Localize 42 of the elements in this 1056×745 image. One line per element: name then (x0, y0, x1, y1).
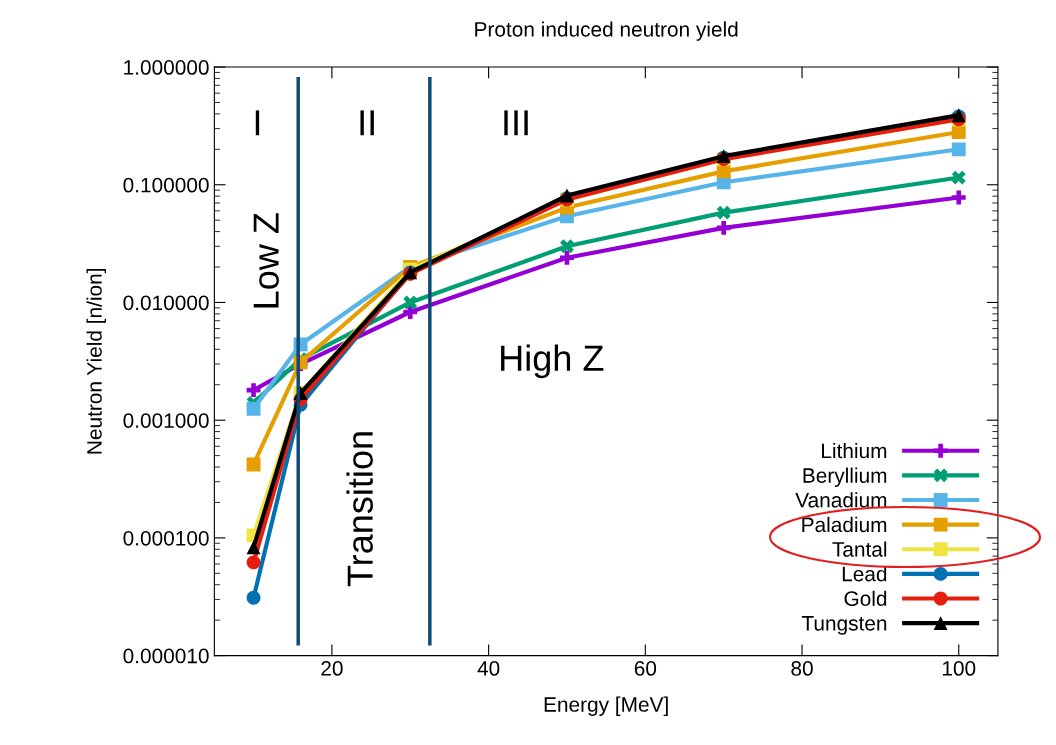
y-tick-label: 0.100000 (123, 177, 209, 193)
x-tick-label: 60 (634, 661, 657, 676)
x-tick-label: 80 (791, 661, 813, 676)
legend-label: Tungsten (801, 616, 887, 635)
point (560, 239, 574, 254)
annotation: Low Z (253, 213, 279, 308)
point (246, 383, 261, 398)
chart-title: Proton induced neutron yield (475, 21, 738, 41)
point (246, 540, 261, 555)
point (716, 205, 731, 220)
point (951, 190, 966, 205)
y-axis-title: Neutron Yield [n/ion] (86, 268, 106, 454)
annotation: III (504, 110, 528, 136)
y-tick-label: 1.000000 (124, 60, 209, 75)
point (246, 401, 261, 416)
y-tick-label: 0.001000 (123, 413, 209, 428)
point (951, 142, 966, 157)
annotation: I (255, 110, 260, 136)
point (403, 295, 418, 310)
y-tick-label: 0.000100 (123, 530, 209, 546)
legend-label: Lithium (822, 442, 887, 459)
annotation: High Z (501, 344, 604, 379)
x-axis-title: Energy [MeV] (544, 696, 668, 716)
legend-label: Gold (844, 590, 887, 607)
point (951, 125, 966, 140)
point (246, 555, 261, 570)
point (951, 170, 966, 185)
annotation: II (360, 110, 374, 136)
point (560, 250, 574, 265)
legend-label: Paladium (802, 516, 887, 533)
legend-label: Beryllium (803, 467, 887, 487)
legend-label: Tantal (832, 541, 887, 557)
y-tick-label: 0.010000 (123, 295, 209, 311)
x-tick-label: 20 (321, 661, 343, 676)
point (716, 220, 731, 235)
x-tick-label: 100 (942, 661, 976, 676)
legend-label: Vanadium (795, 492, 887, 508)
annotation: Transition (346, 432, 373, 587)
x-tick-label: 40 (477, 661, 500, 676)
y-tick-label: 0.000010 (123, 648, 209, 664)
point (246, 590, 261, 605)
legend-label: Lead (842, 566, 887, 582)
